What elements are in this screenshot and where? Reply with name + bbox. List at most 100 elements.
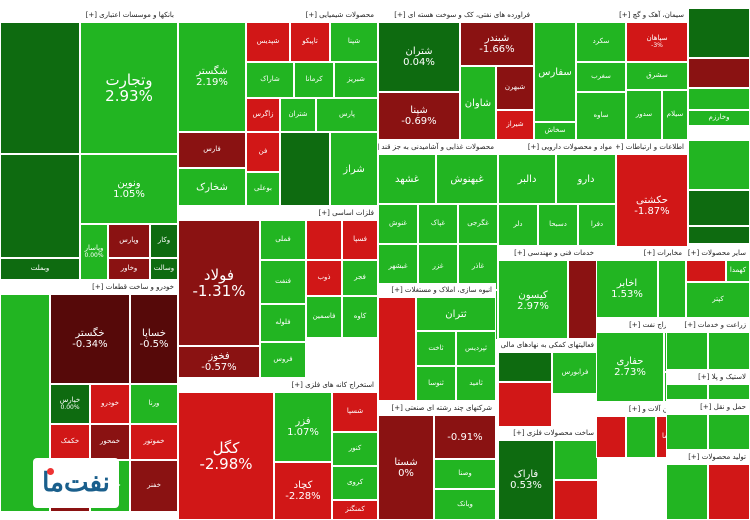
stock-tile[interactable]: دفرا bbox=[578, 204, 616, 246]
stock-tile[interactable]: فولاد -1.31% bbox=[178, 220, 260, 346]
stock-tile[interactable] bbox=[0, 154, 80, 258]
stock-tile[interactable]: وتجارت 2.93% bbox=[80, 22, 178, 154]
stock-tile[interactable]: کگل -2.98% bbox=[178, 392, 274, 520]
stock-tile[interactable]: سخاش bbox=[534, 122, 576, 140]
stock-tile[interactable]: وخارزم bbox=[688, 110, 750, 126]
stock-tile[interactable]: ذوب bbox=[306, 260, 342, 296]
stock-tile[interactable]: شخارک bbox=[178, 168, 246, 206]
stock-tile[interactable]: سکرد bbox=[576, 22, 626, 62]
stock-tile[interactable]: کپتر bbox=[686, 282, 750, 318]
stock-tile[interactable]: ثتران bbox=[416, 297, 496, 331]
stock-tile[interactable] bbox=[658, 260, 686, 318]
stock-tile[interactable] bbox=[666, 464, 708, 520]
stock-tile[interactable] bbox=[498, 352, 552, 382]
stock-tile[interactable]: شسپا bbox=[332, 392, 378, 432]
stock-tile[interactable]: خودرو bbox=[90, 384, 130, 424]
stock-tile[interactable]: فروس bbox=[260, 342, 306, 378]
sector-title[interactable]: خدمات فنی و مهندسی [+] bbox=[498, 246, 598, 260]
stock-tile[interactable]: کچاد -2.28% bbox=[274, 462, 332, 520]
stock-tile[interactable]: کیسون 2.97% bbox=[498, 260, 568, 342]
sector-title[interactable]: فعالیتهای کمکی به نهادهای مالی [+] bbox=[498, 338, 598, 352]
sector-title[interactable]: ساخت محصولات فلزی [+] bbox=[498, 426, 598, 440]
stock-tile[interactable]: فاسمین bbox=[306, 296, 342, 338]
stock-tile[interactable] bbox=[686, 260, 726, 282]
stock-tile[interactable] bbox=[688, 8, 750, 58]
stock-tile[interactable]: فاراک 0.53% bbox=[498, 440, 554, 520]
stock-tile[interactable]: دارو bbox=[556, 154, 616, 204]
stock-tile[interactable] bbox=[626, 416, 656, 458]
stock-tile[interactable]: زاگرس bbox=[246, 98, 280, 132]
stock-tile[interactable]: شپدیس bbox=[246, 22, 290, 62]
stock-tile[interactable]: فن bbox=[246, 132, 280, 172]
stock-tile[interactable]: ثپردیس bbox=[456, 331, 496, 366]
stock-tile[interactable]: غبشهر bbox=[378, 244, 418, 290]
stock-tile[interactable] bbox=[708, 384, 750, 400]
stock-tile[interactable] bbox=[666, 332, 708, 370]
stock-tile[interactable]: غشهد bbox=[378, 154, 436, 204]
stock-tile[interactable] bbox=[708, 464, 750, 520]
stock-tile[interactable]: دالبر bbox=[498, 154, 556, 204]
sector-title[interactable]: زراعت و خدمات [+] bbox=[666, 318, 750, 332]
stock-tile[interactable]: شپنا -0.69% bbox=[378, 92, 460, 140]
stock-tile[interactable]: سغرب bbox=[576, 62, 626, 92]
sector-title[interactable]: فلزات اساسی [+] bbox=[178, 206, 378, 220]
stock-tile[interactable] bbox=[568, 260, 598, 342]
stock-tile[interactable]: حفاری 2.73% bbox=[596, 332, 664, 402]
stock-tile[interactable]: وکار bbox=[150, 224, 178, 258]
sector-title[interactable]: حمل و نقل [+] bbox=[666, 400, 750, 414]
stock-tile[interactable]: سیلام bbox=[662, 90, 688, 140]
stock-tile[interactable] bbox=[688, 190, 750, 226]
stock-tile[interactable]: فارس bbox=[178, 132, 246, 168]
stock-tile[interactable]: سفارس bbox=[534, 22, 576, 122]
sector-title[interactable]: محصولات غذایی و آشامیدنی به جز قند [+] bbox=[378, 140, 498, 154]
stock-tile[interactable] bbox=[666, 414, 708, 450]
stock-tile[interactable]: غنوش bbox=[378, 204, 418, 244]
stock-tile[interactable]: دلر bbox=[498, 204, 538, 246]
stock-tile[interactable]: تاپیکو bbox=[290, 22, 330, 62]
stock-tile[interactable]: خگستر -0.34% bbox=[50, 294, 130, 384]
stock-tile[interactable]: سشرق bbox=[626, 62, 688, 90]
stock-tile[interactable] bbox=[0, 22, 80, 154]
sector-title[interactable]: سایر محصولات [+] bbox=[686, 246, 750, 260]
stock-tile[interactable]: غزر bbox=[418, 244, 458, 290]
stock-tile[interactable] bbox=[554, 480, 598, 520]
stock-tile[interactable]: کرمانا bbox=[294, 62, 334, 98]
stock-tile[interactable]: وسالت bbox=[150, 258, 178, 280]
stock-tile[interactable]: خپارس 0.00% bbox=[50, 384, 90, 424]
stock-tile[interactable]: کروی bbox=[332, 466, 378, 500]
stock-tile[interactable]: -0.91% bbox=[434, 415, 496, 459]
stock-tile[interactable]: غاذر bbox=[458, 244, 498, 290]
stock-tile[interactable]: ثاخت bbox=[416, 331, 456, 366]
stock-tile[interactable]: سدور bbox=[626, 90, 662, 140]
stock-tile[interactable]: وصنا bbox=[434, 459, 496, 489]
stock-tile[interactable]: غگرجی bbox=[458, 204, 498, 244]
stock-tile[interactable]: شگستر 2.19% bbox=[178, 22, 246, 132]
stock-tile[interactable]: خکمک bbox=[50, 424, 90, 460]
stock-tile[interactable]: شبندر -1.66% bbox=[460, 22, 534, 66]
stock-tile[interactable]: فنفت bbox=[260, 260, 306, 304]
stock-tile[interactable]: فرابورس bbox=[552, 352, 598, 394]
stock-tile[interactable]: خموتور bbox=[130, 424, 178, 460]
stock-tile[interactable]: شتران bbox=[280, 98, 316, 132]
stock-tile[interactable]: وبانک bbox=[434, 489, 496, 520]
stock-tile[interactable]: شاراک bbox=[246, 62, 294, 98]
stock-tile[interactable]: فخوز -0.57% bbox=[178, 346, 260, 378]
stock-tile[interactable]: خساپا -0.5% bbox=[130, 294, 178, 384]
sector-title[interactable]: استخراج کانه های فلزی [+] bbox=[178, 378, 378, 392]
sector-title[interactable]: شرکتهای چند رشته ای صنعتی [+] bbox=[378, 401, 496, 415]
stock-tile[interactable]: خفنر bbox=[130, 460, 178, 512]
stock-tile[interactable]: حکشتی -1.87% bbox=[616, 154, 688, 258]
stock-tile[interactable]: سپاهان -3% bbox=[626, 22, 688, 62]
stock-tile[interactable]: ثنوسا bbox=[416, 366, 456, 401]
stock-tile[interactable] bbox=[688, 140, 750, 190]
sector-title[interactable]: سیمان، آهک و گچ [+] bbox=[534, 8, 688, 22]
stock-tile[interactable]: شیراز bbox=[496, 110, 534, 140]
stock-tile[interactable] bbox=[688, 226, 750, 244]
sector-title[interactable]: فراورده های نفتی، کک و سوخت هسته ای [+] bbox=[378, 8, 534, 22]
stock-tile[interactable] bbox=[280, 132, 330, 206]
stock-tile[interactable]: فسپا bbox=[342, 220, 378, 260]
sector-title[interactable]: محصولات شیمیایی [+] bbox=[178, 8, 378, 22]
stock-tile[interactable]: وپاسار 0.00% bbox=[80, 224, 108, 280]
sector-title[interactable]: خودرو و ساخت قطعات [+] bbox=[0, 280, 178, 294]
stock-tile[interactable]: غبهنوش bbox=[436, 154, 498, 204]
